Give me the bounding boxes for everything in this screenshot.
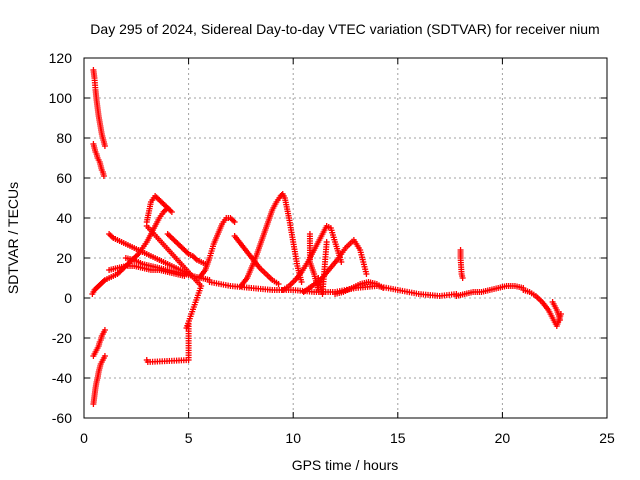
x-tick-label: 25	[599, 430, 615, 446]
x-tick-label: 5	[185, 430, 193, 446]
data-point	[101, 327, 108, 333]
data-point	[459, 275, 466, 281]
y-tick-label: 40	[56, 210, 72, 226]
data-point	[323, 239, 330, 245]
axis-ticks: 0 5 10 15 20 25 -60 -40 -20 0 20 40 60 80 100 120	[49, 50, 615, 446]
y-tick-label: 120	[49, 50, 73, 66]
data-point	[275, 281, 282, 287]
data-point	[101, 353, 108, 359]
y-tick-label: 0	[64, 290, 72, 306]
x-tick-label: 20	[495, 430, 511, 446]
y-axis-label: SDTVAR / TECUs	[5, 182, 21, 294]
y-tick-label: -60	[52, 410, 72, 426]
data-point	[556, 317, 563, 323]
data-point	[100, 278, 107, 284]
y-tick-label: 20	[56, 250, 72, 266]
y-tick-label: -40	[52, 370, 72, 386]
y-tick-label: 80	[56, 130, 72, 146]
data-point	[168, 209, 175, 215]
data-point	[101, 143, 108, 149]
data-points	[89, 67, 564, 407]
data-point	[298, 279, 305, 285]
x-axis-label: GPS time / hours	[292, 457, 399, 473]
data-point	[100, 173, 107, 179]
y-tick-label: 100	[49, 90, 73, 106]
data-point	[338, 259, 345, 265]
data-point	[231, 219, 238, 225]
x-tick-label: 15	[390, 430, 406, 446]
y-tick-label: 60	[56, 170, 72, 186]
data-point	[143, 223, 150, 229]
grid-lines	[84, 58, 607, 418]
y-tick-label: -20	[52, 330, 72, 346]
x-tick-label: 10	[285, 430, 301, 446]
data-point	[363, 271, 370, 277]
chart-title: Day 295 of 2024, Sidereal Day-to-day VTE…	[90, 21, 599, 37]
plot-frame	[83, 57, 608, 419]
x-tick-label: 0	[80, 430, 88, 446]
